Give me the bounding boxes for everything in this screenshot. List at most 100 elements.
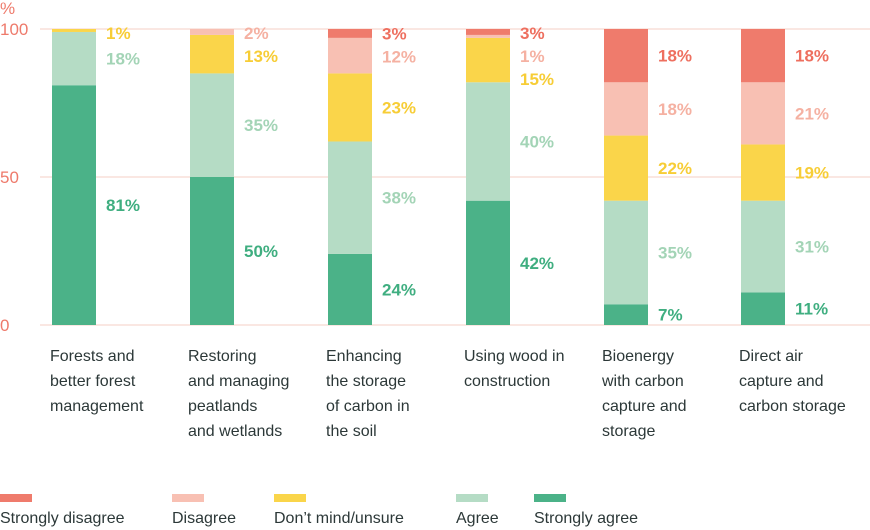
category-line: and wetlands xyxy=(188,423,283,440)
legend-label: Don’t mind/unsure xyxy=(274,510,404,527)
bar-segment xyxy=(741,144,785,201)
legend-label: Agree xyxy=(456,510,499,527)
bar-segment xyxy=(466,200,510,325)
data-label: 40% xyxy=(520,132,554,151)
data-label: 11% xyxy=(795,300,828,319)
category-line: peatlands xyxy=(188,398,258,415)
y-axis-label: % xyxy=(0,0,15,18)
bar-segment xyxy=(328,37,372,74)
data-label: 81% xyxy=(106,196,140,215)
category-line: and managing xyxy=(188,373,290,390)
category-line: the soil xyxy=(326,423,377,440)
x-category-label: Direct air capture and carbon storage xyxy=(739,344,869,419)
data-label: 3% xyxy=(520,24,545,43)
data-label: 21% xyxy=(795,104,829,123)
y-tick-label: 100 xyxy=(0,20,28,39)
legend-swatch xyxy=(172,494,204,502)
bar-segment xyxy=(52,29,96,32)
legend-swatch xyxy=(0,494,32,502)
category-line: carbon storage xyxy=(739,398,846,415)
category-line: Using wood in xyxy=(464,348,565,365)
bar-segment xyxy=(190,73,234,177)
category-line: Bioenergy xyxy=(602,348,675,365)
data-label: 18% xyxy=(795,47,829,66)
data-label: 42% xyxy=(520,254,554,273)
category-line: better forest xyxy=(50,373,136,390)
category-line: management xyxy=(50,398,144,415)
bar-segment xyxy=(328,141,372,254)
data-label: 13% xyxy=(244,47,278,66)
bar-segment xyxy=(52,31,96,86)
bar-segment xyxy=(741,292,785,325)
category-line: Forests and xyxy=(50,348,135,365)
data-label: 31% xyxy=(795,238,829,257)
bar-segment xyxy=(466,34,510,38)
data-label: 18% xyxy=(106,50,140,69)
category-line: Direct air xyxy=(739,348,804,365)
data-label: 1% xyxy=(106,24,131,43)
bar-segment xyxy=(466,29,510,35)
bar-segment xyxy=(328,73,372,142)
legend-swatch xyxy=(274,494,306,502)
data-label: 18% xyxy=(658,47,692,66)
legend-item: Agree xyxy=(456,494,499,528)
bar-segment xyxy=(190,177,234,325)
bar-segment xyxy=(604,304,648,325)
category-line: of carbon in xyxy=(326,398,410,415)
bar-segment xyxy=(190,29,234,35)
category-line: with carbon xyxy=(602,373,684,390)
bar-segment xyxy=(52,85,96,326)
bar-segment xyxy=(466,37,510,83)
legend-swatch xyxy=(456,494,488,502)
data-label: 18% xyxy=(658,100,692,119)
y-tick-label: 50 xyxy=(0,168,19,187)
data-label: 24% xyxy=(382,280,416,299)
bar-segment xyxy=(604,29,648,83)
data-label: 35% xyxy=(658,243,692,262)
bar-segment xyxy=(604,82,648,136)
y-tick-label: 0 xyxy=(0,316,9,335)
bar-segment xyxy=(604,200,648,305)
category-line: the storage xyxy=(326,373,407,390)
legend-label: Disagree xyxy=(172,510,237,527)
legend-item: Don’t mind/unsure xyxy=(274,494,404,528)
data-label: 2% xyxy=(244,24,269,43)
legend-label: Strongly agree xyxy=(534,510,639,527)
bar-segment xyxy=(604,135,648,201)
data-label: 35% xyxy=(244,116,278,135)
bar-segment xyxy=(328,29,372,38)
x-category-label: Using wood in construction xyxy=(464,344,594,394)
data-label: 50% xyxy=(244,242,278,261)
category-line: capture and xyxy=(602,398,687,415)
data-label: 38% xyxy=(382,189,416,208)
bar-segment xyxy=(190,34,234,74)
x-category-label: Bioenergy with carbon capture and storage xyxy=(602,344,732,444)
bar-segment xyxy=(741,200,785,293)
data-label: 1% xyxy=(520,47,545,66)
bar-segment xyxy=(466,82,510,201)
x-category-label: Enhancing the storage of carbon in the soil xyxy=(326,344,456,444)
data-label: 12% xyxy=(382,47,416,66)
category-line: construction xyxy=(464,373,551,390)
category-line: capture and xyxy=(739,373,824,390)
data-label: 23% xyxy=(382,98,416,117)
x-category-label: Forests and better forest management xyxy=(50,344,180,419)
data-label: 15% xyxy=(520,70,554,89)
legend-item: Strongly agree xyxy=(534,494,638,528)
x-category-label: Restoring and managing peatlands and wetlan… xyxy=(188,344,318,444)
bar-segment xyxy=(741,82,785,145)
data-label: 22% xyxy=(658,159,692,178)
legend-item: Strongly disagree xyxy=(0,494,125,528)
bar-segment xyxy=(328,253,372,325)
category-line: Enhancing xyxy=(326,348,402,365)
data-label: 7% xyxy=(658,306,683,325)
data-label: 19% xyxy=(795,164,829,183)
legend-swatch xyxy=(534,494,566,502)
category-line: Restoring xyxy=(188,348,257,365)
legend-item: Disagree xyxy=(172,494,236,528)
category-line: storage xyxy=(602,423,656,440)
bar-segment xyxy=(741,29,785,83)
legend-label: Strongly disagree xyxy=(0,510,125,527)
data-label: 3% xyxy=(382,24,407,43)
